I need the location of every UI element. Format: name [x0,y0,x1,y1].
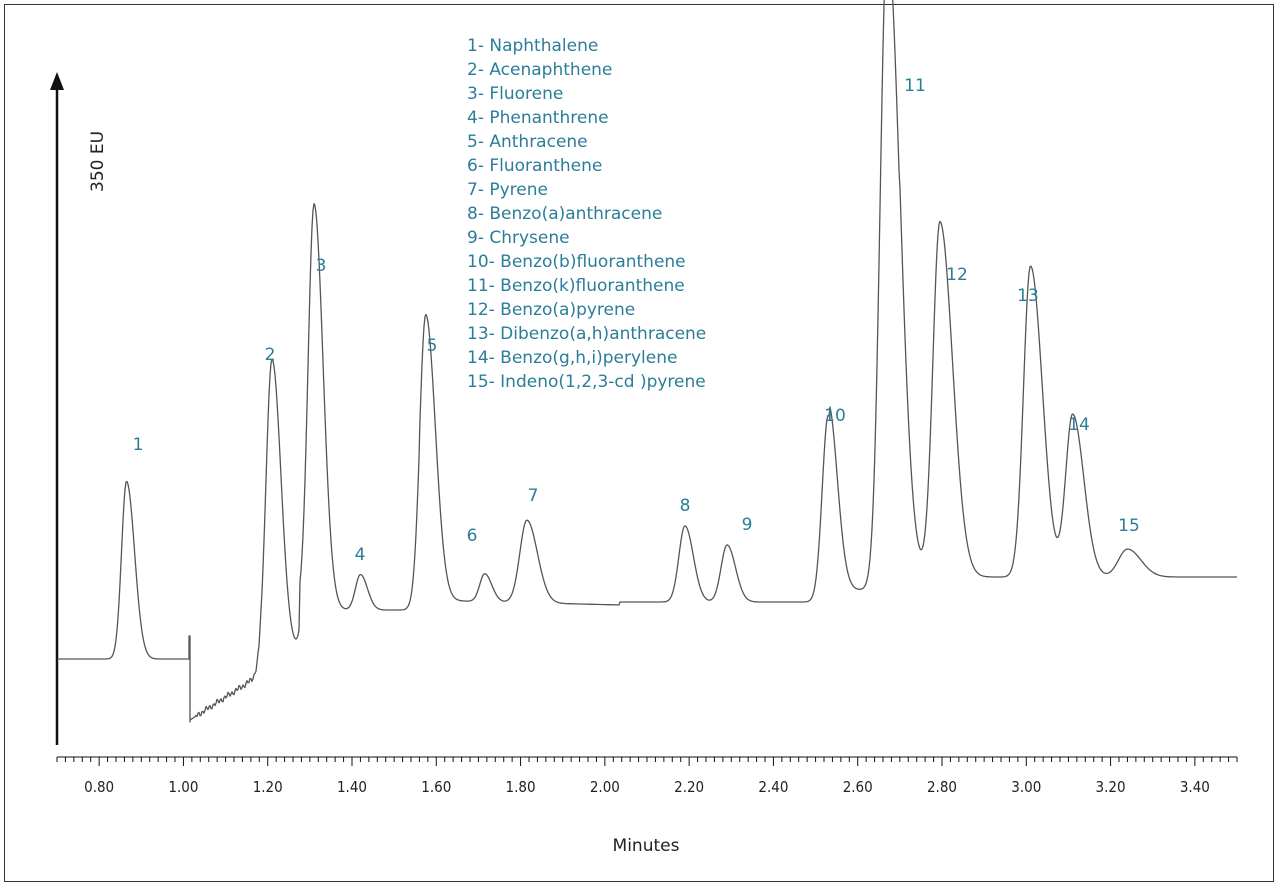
x-axis-title: Minutes [613,836,680,856]
peak-label: 13 [1017,286,1039,306]
legend-entry: 14- Benzo(g,h,i)perylene [467,348,677,368]
peak-label: 11 [904,76,926,96]
x-tick-label: 2.80 [927,778,957,796]
x-tick-label: 2.40 [758,778,788,796]
legend-entry: 7- Pyrene [467,180,548,200]
peak-label: 5 [427,336,438,356]
legend-entry: 10- Benzo(b)fluoranthene [467,252,686,272]
legend-entry: 11- Benzo(k)fluoranthene [467,276,685,296]
x-tick-label: 1.80 [506,778,536,796]
legend-entry: 3- Fluorene [467,84,563,104]
peak-label: 9 [742,515,753,535]
legend-entry: 5- Anthracene [467,132,588,152]
peak-label: 8 [680,496,691,516]
x-tick-label: 2.20 [674,778,704,796]
x-tick-label: 3.40 [1180,778,1210,796]
peak-label: 10 [824,406,846,426]
peak-label: 15 [1118,516,1140,536]
x-tick-label: 2.00 [590,778,620,796]
x-tick-label: 1.20 [253,778,283,796]
legend-entry: 6- Fluoranthene [467,156,602,176]
legend-entry: 4- Phenanthrene [467,108,609,128]
x-tick-label: 1.40 [337,778,367,796]
peak-label: 3 [316,256,327,276]
x-tick-label: 3.20 [1096,778,1126,796]
chromatogram-trace [57,0,1237,723]
x-tick-label: 2.60 [843,778,873,796]
peak-label: 12 [946,265,968,285]
peak-label: 2 [265,345,276,365]
y-axis-arrow-icon [50,72,64,90]
x-axis-tick-labels: 0.80 1.00 1.20 1.40 1.60 1.80 2.00 2.20 2.40 2.60… [84,778,1210,796]
peak-label: 6 [467,526,478,546]
x-tick-label: 3.00 [1011,778,1041,796]
peak-label: 7 [528,486,539,506]
legend: 1- Naphthalene 2- Acenaphthene 3- Fluore… [467,36,706,392]
x-axis-ticks [56,757,1238,766]
peak-label: 14 [1068,415,1090,435]
peak-label: 4 [355,545,366,565]
legend-entry: 1- Naphthalene [467,36,598,56]
x-tick-label: 1.60 [421,778,451,796]
legend-entry: 12- Benzo(a)pyrene [467,300,635,320]
legend-entry: 8- Benzo(a)anthracene [467,204,662,224]
x-tick-label: 1.00 [168,778,198,796]
legend-entry: 15- Indeno(1,2,3-cd )pyrene [467,372,706,392]
y-axis-title: 350 EU [88,131,108,192]
peak-label: 1 [133,435,144,455]
chart-frame [4,4,1274,882]
legend-entry: 2- Acenaphthene [467,60,612,80]
legend-entry: 9- Chrysene [467,228,570,248]
x-tick-label: 0.80 [84,778,114,796]
legend-entry: 13- Dibenzo(a,h)anthracene [467,324,706,344]
